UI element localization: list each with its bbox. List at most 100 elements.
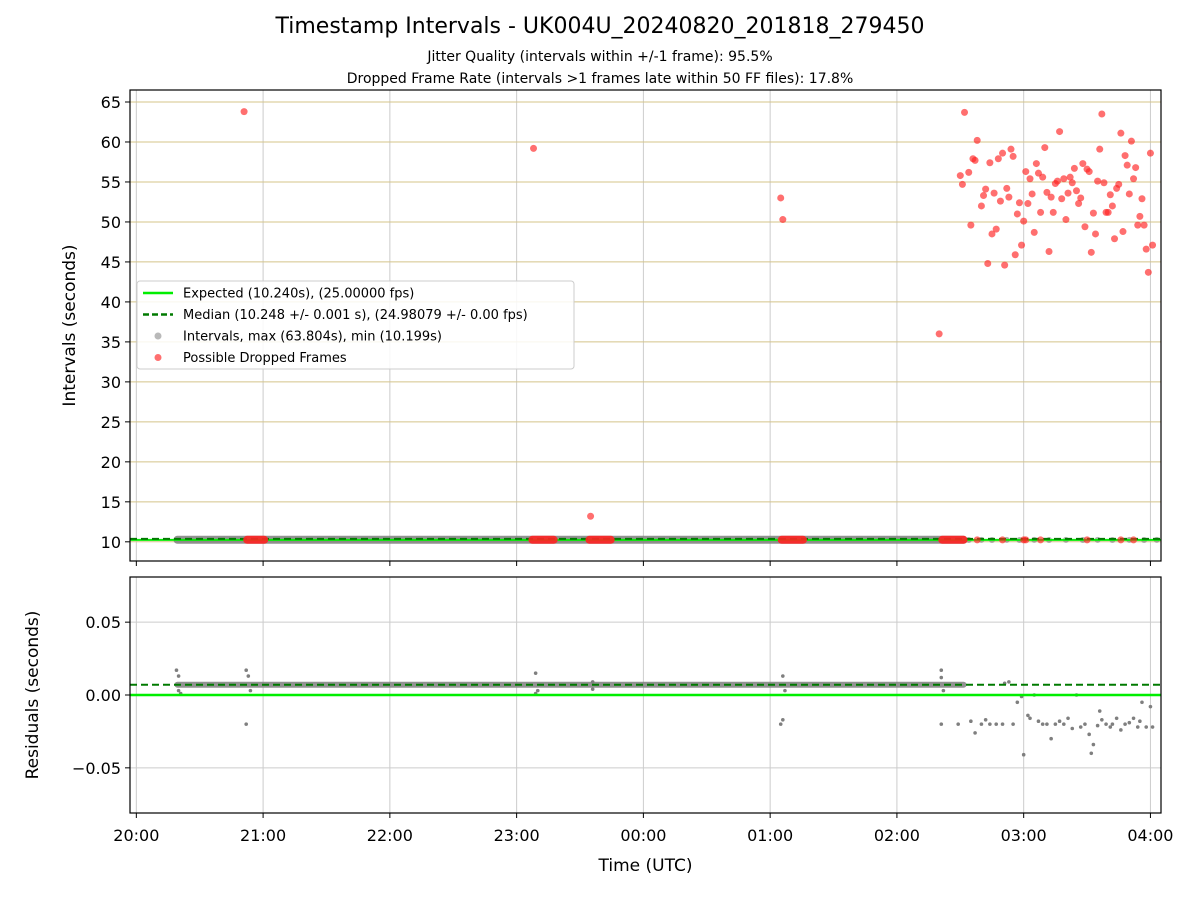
- residual-point: [1114, 716, 1119, 721]
- dropped-frame-point: [961, 108, 969, 116]
- legend-box: [136, 280, 575, 370]
- dropped-frame-point: [1045, 248, 1053, 256]
- residual-point: [994, 722, 999, 726]
- dropped-frame-point: [977, 202, 985, 210]
- dropped-frame-point: [982, 185, 990, 193]
- residual-point: [244, 668, 248, 673]
- residual-point: [1083, 722, 1087, 726]
- dropped-frame-point: [1022, 536, 1030, 544]
- dropped-frame-point: [240, 108, 248, 116]
- residual-point: [1140, 700, 1144, 705]
- dropped-frame-point: [1115, 180, 1123, 188]
- dropped-frame-rate-subtitle: Dropped Frame Rate (intervals >1 frames …: [346, 71, 854, 87]
- dropped-frame-point: [999, 149, 1007, 157]
- residual-point: [1091, 742, 1096, 747]
- residual-point: [246, 674, 251, 678]
- dropped-frame-point: [1142, 245, 1150, 253]
- dropped-frame-point: [984, 260, 992, 268]
- legend: Expected (10.240s), (25.00000 fps) Median…: [136, 280, 575, 370]
- y-tick-label: 35: [101, 333, 121, 352]
- residual-point: [1015, 700, 1020, 705]
- dropped-frame-point: [971, 156, 979, 164]
- residual-point: [1066, 716, 1070, 721]
- dropped-frame-point: [1136, 212, 1144, 220]
- residual-point: [1108, 725, 1113, 729]
- dropped-frame-point: [1058, 195, 1066, 203]
- x-tick-label: 23:00: [494, 826, 540, 845]
- residual-point: [956, 722, 960, 726]
- dropped-frame-point: [1125, 190, 1133, 198]
- dropped-frame-point: [994, 155, 1002, 163]
- x-tick-label: 00:00: [620, 826, 666, 845]
- dropped-frame-point: [1009, 152, 1017, 160]
- residual-point: [1057, 719, 1062, 724]
- dropped-frame-point: [1064, 189, 1072, 197]
- jitter-quality-subtitle: Jitter Quality (intervals within +/-1 fr…: [427, 49, 773, 65]
- residuals-plot: 0.05 0.00 −0.05 20:00 21:00 22:00 23:00 00:00 01…: [23, 576, 1173, 876]
- residual-point: [176, 688, 181, 693]
- dropped-frame-point: [1032, 160, 1040, 168]
- dropped-frame-point: [1066, 173, 1074, 181]
- dropped-frame-point: [1028, 190, 1036, 198]
- residual-point: [1021, 752, 1026, 757]
- dropped-frame-point: [973, 536, 981, 544]
- dropped-frame-point: [996, 197, 1004, 205]
- dropped-frame-point: [1005, 193, 1013, 201]
- residual-point: [939, 668, 944, 673]
- residual-point: [783, 688, 787, 693]
- residual-point: [1078, 725, 1083, 729]
- y-tick-label: 30: [101, 373, 121, 392]
- dropped-frame-point: [1053, 177, 1061, 185]
- dropped-frame-point: [1127, 137, 1135, 145]
- figure-title: Timestamp Intervals - UK004U_20240820_20…: [275, 14, 925, 39]
- legend-expected-label: Expected (10.240s), (25.00000 fps): [183, 287, 414, 302]
- residual-point: [1123, 722, 1127, 726]
- dropped-frame-point: [980, 192, 988, 200]
- dropped-frame-point: [1072, 187, 1080, 195]
- dropped-frame-point: [1047, 193, 1055, 201]
- dropped-frame-point: [1092, 230, 1100, 238]
- dropped-frame-point: [1079, 160, 1087, 168]
- residual-point: [778, 722, 783, 726]
- dropped-frame-point: [1013, 210, 1021, 218]
- dropped-frame-point: [1087, 248, 1095, 256]
- y-tick-label: 50: [101, 213, 121, 232]
- intervals-ylabel: Intervals (seconds): [60, 244, 80, 406]
- dropped-frame-point: [1075, 200, 1083, 208]
- dropped-frame-point: [1119, 228, 1127, 236]
- dropped-frame-cluster: [585, 535, 615, 544]
- dropped-frame-cluster: [243, 535, 269, 544]
- dropped-frame-point: [1077, 194, 1085, 202]
- y-tick-label: 40: [101, 293, 121, 312]
- residual-point: [1040, 722, 1045, 726]
- dropped-frame-point: [1020, 217, 1028, 225]
- residual-point: [1011, 722, 1015, 726]
- y-tick-label: 15: [101, 493, 121, 512]
- dropped-frame-point: [1121, 152, 1129, 160]
- legend-median-label: Median (10.248 +/- 0.001 s), (24.98079 +…: [183, 308, 528, 323]
- residual-point: [939, 722, 944, 726]
- dropped-frame-point: [1123, 161, 1131, 169]
- x-tick-label: 04:00: [1127, 826, 1173, 845]
- x-tick-label: 03:00: [1001, 826, 1047, 845]
- dropped-frame-point: [1001, 261, 1009, 269]
- dropped-frame-point: [992, 225, 1000, 233]
- residual-point: [1095, 723, 1100, 728]
- dropped-frame-point: [587, 512, 595, 520]
- dropped-frame-point: [1149, 241, 1157, 249]
- dropped-frame-point: [530, 144, 538, 152]
- residual-point: [1131, 716, 1136, 721]
- dropped-frame-point: [956, 172, 964, 180]
- residual-point: [1000, 722, 1005, 726]
- x-tick-label: 22:00: [367, 826, 413, 845]
- dropped-frame-point: [1030, 228, 1038, 236]
- residual-point: [1148, 704, 1153, 709]
- dropped-frame-point: [1146, 149, 1154, 157]
- y-tick-label: 10: [101, 533, 121, 552]
- dropped-frame-point: [935, 330, 943, 338]
- residual-point: [983, 717, 988, 722]
- dropped-frame-cluster: [777, 535, 807, 544]
- residual-point: [1049, 736, 1053, 741]
- residual-point: [1144, 725, 1149, 729]
